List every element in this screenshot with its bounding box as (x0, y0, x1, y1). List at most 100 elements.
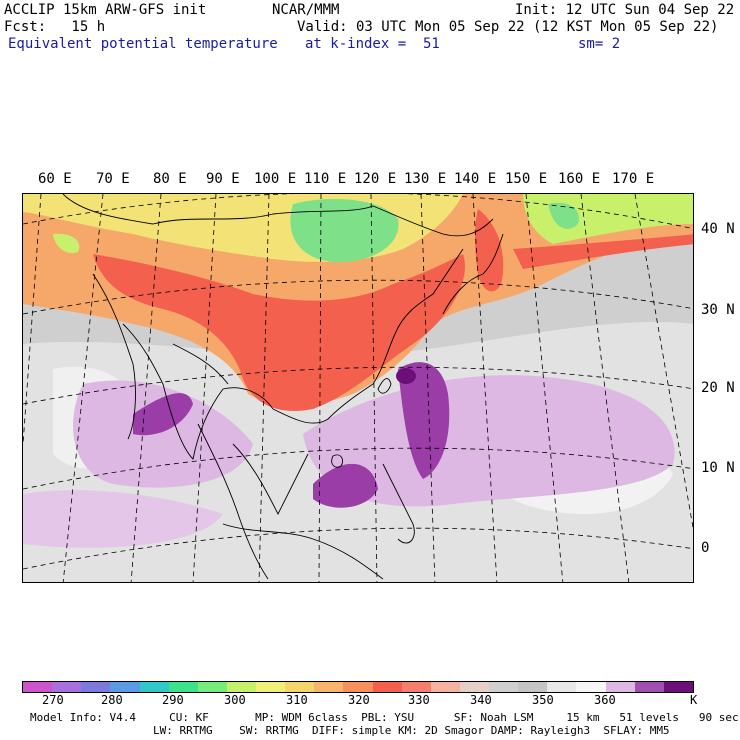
graticule (23, 194, 693, 582)
lon-label: 80 E (153, 171, 187, 187)
border-line (62, 194, 494, 237)
lon-label: 170 E (612, 171, 655, 187)
field-name: Equivalent potential temperature (8, 36, 278, 52)
parallel-line (23, 447, 693, 490)
colorbar-label: 310 (286, 693, 308, 707)
colorbar-segment (372, 682, 402, 692)
lon-label: 110 E (304, 171, 347, 187)
meridian-line (318, 194, 322, 582)
colorbar-segment (605, 682, 635, 692)
colorbar-segment (430, 682, 460, 692)
colorbar-segment (110, 682, 140, 692)
meridian-line (634, 194, 693, 530)
colorbar-segment (518, 682, 548, 692)
colorbar-segment (139, 682, 169, 692)
colorbar-label: 360 (594, 693, 616, 707)
field-area-lavender (303, 375, 675, 507)
valid-time: Valid: 03 UTC Mon 05 Sep 22 (12 KST Mon … (297, 19, 719, 35)
meridian-line (258, 194, 270, 582)
colorbar-segment (285, 682, 315, 692)
field-area-purple (133, 393, 193, 436)
smoothing-label: sm= 2 (578, 36, 621, 52)
colorbar (22, 681, 694, 693)
field-area-red (513, 234, 693, 269)
field-area-purple (313, 463, 378, 508)
lon-label: 100 E (254, 171, 297, 187)
japan-line (442, 233, 504, 315)
lat-label: 30 N (701, 302, 735, 318)
map-panel (22, 193, 694, 583)
k-index-label: at k-index = 51 (305, 36, 440, 52)
lon-label: 150 E (505, 171, 548, 187)
lon-label: 90 E (206, 171, 240, 187)
colorbar-label: 330 (408, 693, 430, 707)
coastlines (62, 194, 504, 580)
colorbar-segment (663, 682, 693, 692)
colorbar-segment (256, 682, 286, 692)
meridian-line (23, 194, 42, 445)
parallel-line (23, 527, 693, 570)
colorbar-segment (547, 682, 577, 692)
colorbar-label: 280 (101, 693, 123, 707)
model-info-line: Model Info: V4.4 CU: KF MP: WDM 6class P… (30, 711, 739, 724)
colorbar-label: 340 (470, 693, 492, 707)
lat-label: 0 (701, 540, 710, 556)
lon-label: 120 E (354, 171, 397, 187)
lon-label: 140 E (454, 171, 497, 187)
field-area-yellow-green (53, 233, 80, 254)
colorbar-segment (197, 682, 227, 692)
taiwan-outline (377, 378, 392, 394)
meridian-line (580, 194, 630, 582)
org-label: NCAR/MMM (272, 2, 340, 18)
colorbar-segment (343, 682, 373, 692)
lon-label: 160 E (558, 171, 601, 187)
lat-label: 40 N (701, 221, 735, 237)
colorbar-segment (576, 682, 606, 692)
coast-line (197, 423, 269, 580)
border-line (92, 273, 136, 440)
coast-line (272, 248, 464, 424)
parallel-line (23, 194, 693, 229)
colorbar-segment (314, 682, 344, 692)
border-line (172, 343, 229, 385)
meridian-line (130, 194, 162, 582)
lon-label: 70 E (96, 171, 130, 187)
colorbar-unit: K (690, 693, 698, 707)
init-time: Init: 12 UTC Sun 04 Sep 22 (515, 2, 735, 18)
colorbar-segment (81, 682, 111, 692)
parallel-line (23, 366, 693, 405)
field-area-lavender (73, 380, 253, 488)
colorbar-label: 350 (532, 693, 554, 707)
coast-line (232, 443, 309, 516)
island-outline (331, 454, 344, 468)
colorbar-label: 270 (42, 693, 64, 707)
typhoon-core (396, 368, 416, 384)
lat-label: 10 N (701, 460, 735, 476)
parallel-line (23, 279, 693, 315)
meridian-line (525, 194, 564, 582)
field-area-purple (398, 362, 450, 479)
model-title: ACCLIP 15km ARW-GFS init (4, 2, 207, 18)
philippines-line (382, 463, 415, 544)
colorbar-segment (226, 682, 256, 692)
colorbar-segment (23, 682, 53, 692)
colorbar-segment (489, 682, 519, 692)
colorbar-segment (459, 682, 489, 692)
field-area-lavender (23, 490, 223, 548)
colorbar-label: 320 (348, 693, 370, 707)
colorbar-segment (168, 682, 198, 692)
lon-label: 130 E (404, 171, 447, 187)
forecast-hour: Fcst: 15 h (4, 19, 106, 35)
colorbar-segment (401, 682, 431, 692)
colorbar-segment (52, 682, 82, 692)
meridian-line (370, 194, 378, 582)
field-area-red (93, 254, 465, 411)
meridian-line (192, 194, 217, 582)
field-area-red (474, 209, 504, 292)
colorbar-label: 290 (162, 693, 184, 707)
lat-label: 20 N (701, 380, 735, 396)
colorbar-segment (634, 682, 664, 692)
physics-info-line: LW: RRTMG SW: RRTMG DIFF: simple KM: 2D … (153, 724, 670, 737)
colorbar-label: 300 (224, 693, 246, 707)
meridian-line (472, 194, 498, 582)
